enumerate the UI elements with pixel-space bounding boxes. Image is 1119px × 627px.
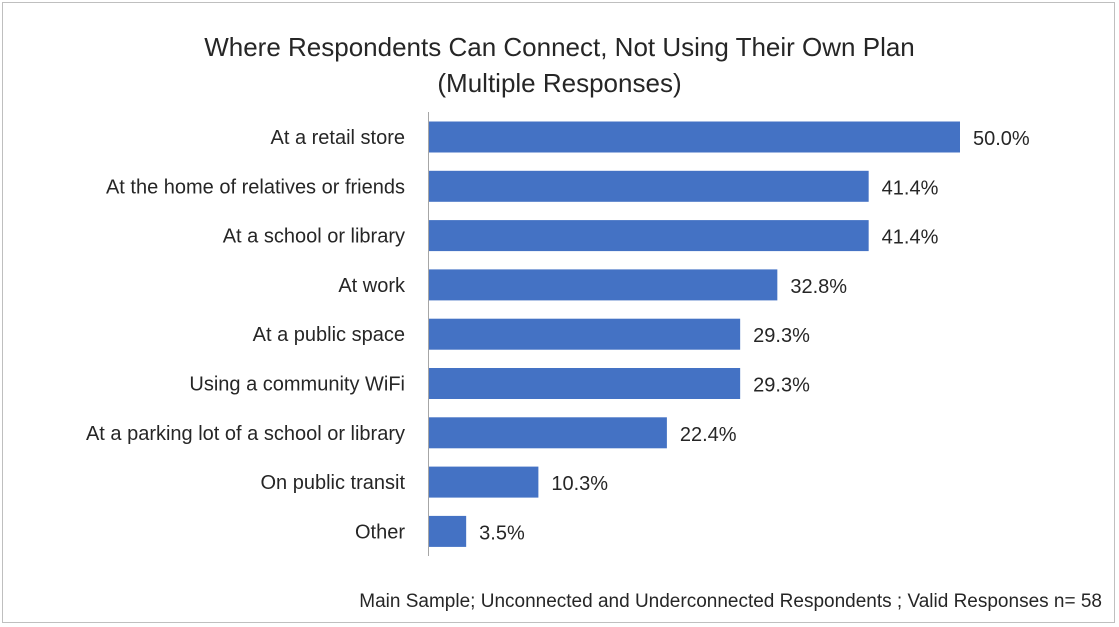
- category-label: At a public space: [253, 324, 405, 346]
- bar: [429, 220, 869, 252]
- category-label: At the home of relatives or friends: [106, 176, 405, 198]
- chart-title: Where Respondents Can Connect, Not Using…: [204, 32, 915, 62]
- chart-title-block: Where Respondents Can Connect, Not Using…: [3, 29, 1116, 101]
- category-label: Using a community WiFi: [189, 374, 405, 396]
- bar: [429, 515, 467, 547]
- bar: [429, 269, 778, 301]
- bar: [429, 368, 741, 399]
- category-label: At a school or library: [223, 226, 405, 248]
- value-label: 3.5%: [479, 522, 525, 544]
- category-label: At work: [338, 275, 406, 297]
- value-label: 10.3%: [551, 473, 608, 495]
- bar: [429, 318, 741, 350]
- bar: [429, 121, 960, 153]
- value-labels-group: 50.0% 41.4% 41.4% 32.8% 29.3% 29.3% 22.4% 10.3%…: [479, 128, 1030, 544]
- value-label: 22.4%: [680, 424, 737, 446]
- value-label: 29.3%: [753, 325, 810, 347]
- category-label: On public transit: [260, 472, 405, 494]
- chart-footnote: Main Sample; Unconnected and Underconnec…: [359, 591, 1102, 612]
- category-labels-group: At a retail store At the home of relative…: [86, 127, 406, 543]
- value-label: 41.4%: [882, 227, 939, 249]
- category-label: At a parking lot of a school or library: [86, 423, 405, 445]
- value-label: 32.8%: [790, 276, 847, 298]
- category-label: At a retail store: [270, 127, 405, 149]
- value-label: 29.3%: [753, 375, 810, 397]
- bar: [429, 417, 667, 449]
- value-label: 41.4%: [882, 177, 939, 199]
- bars-group: [429, 121, 960, 547]
- category-label: Other: [355, 521, 405, 543]
- bar: [429, 170, 869, 202]
- bar: [429, 466, 539, 498]
- value-label: 50.0%: [973, 128, 1030, 150]
- chart-subtitle: (Multiple Responses): [437, 68, 682, 98]
